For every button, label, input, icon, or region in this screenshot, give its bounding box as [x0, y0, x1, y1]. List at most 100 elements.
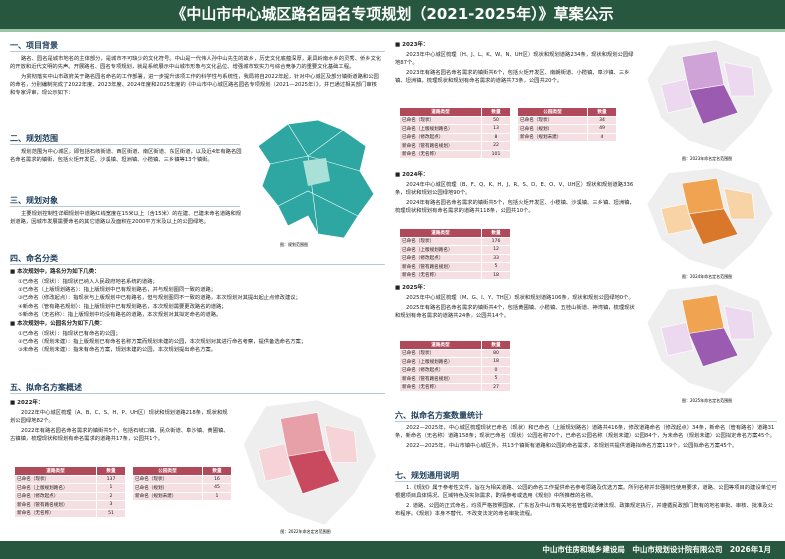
- year-block: ■ 2025年： 2025年中心城区梳理（M、G、I、Y、TH区）现状和规划道路1…: [395, 283, 635, 322]
- header-cell: 数量: [96, 466, 126, 476]
- table-cell: 4: [587, 132, 617, 142]
- table-row: 新命名（管有路名规划） 5: [399, 262, 511, 272]
- table-cell: 已命名（现状）: [399, 236, 482, 246]
- table-cell: 2: [96, 491, 126, 501]
- header-cell: 道路类型: [14, 466, 97, 476]
- table-cell: 新命名（无名称）: [14, 508, 97, 518]
- table-cell: 27: [481, 382, 511, 392]
- section-heading: 三、规划对象: [10, 195, 240, 207]
- header-cell: 公园类型: [132, 466, 203, 476]
- list-item: ①已命名（现状）：指现状已有命名的公园；: [18, 331, 121, 338]
- table-row: 新命名（管有路名规划） 3: [14, 500, 126, 510]
- list-item: ⑤新命名（无名称）：指上版规划中均没有路名的道路，本次规划对其拟定命名的道路。: [18, 311, 222, 318]
- list-item: ④新命名（管有路名规划）：指上版规划中已有规划路名，本次规划需要更改路名的道路；: [18, 303, 227, 310]
- year-map: 图：2025年命名定名范围图: [646, 284, 774, 403]
- table-row: 已命名（现状） 50: [399, 115, 511, 125]
- footer-text: 中山市住房和城乡建设局 中山市规划设计院有限公司 2026年1月: [542, 545, 771, 554]
- map-area: [688, 327, 739, 367]
- map-area: [280, 412, 326, 457]
- scope-map: 图：规划范围图: [257, 119, 375, 247]
- year-block: ■ 2022年： 2022年中心城区梳理（A、B、C、S、H、P、UH区）现状和规…: [10, 398, 232, 445]
- table-row: 已命名（现状） 176: [399, 236, 511, 246]
- table-row: 已命名（修改起点） 8: [399, 132, 511, 142]
- header-cell: 道路类型: [399, 340, 482, 350]
- year-map: 图：2024年命名定名范围图: [646, 168, 774, 279]
- list-heading: ■ 本次规划中，路名分为如下几类：: [10, 269, 100, 275]
- year-map: 图：2022年命名定名范围图: [243, 400, 377, 534]
- header-cell: 公园类型: [517, 107, 588, 117]
- list-item: ②已命名（规划未建）：指上版规划已有命名名称方案而规划未建的公园，本次规划对其进…: [18, 339, 307, 346]
- map-caption: 图：2023年命名定名范围图: [682, 155, 732, 161]
- year-map: 图：2023年命名定名范围图: [646, 40, 774, 161]
- table-row: 已命名（修改起点） 33: [399, 253, 511, 263]
- table-cell: 1: [96, 483, 126, 493]
- year-block: ■ 2023年： 2023年中心城区梳理（H、J、L、K、W、N、UH区）现状和规…: [395, 40, 635, 87]
- header-cell: 数量: [202, 466, 232, 476]
- stat-table: 道路类型 数量 已命名（现状） 80 已命名（上版规划路名） 18 已命名（修改起点） 0 新命…: [399, 340, 511, 392]
- table-cell: 137: [96, 474, 126, 484]
- section-heading: 一、项目背景: [10, 40, 385, 52]
- stat-table: 道路类型 数量 已命名（现状） 176 已命名（上版规划路名） 12 已命名（修改起点） 33…: [399, 228, 511, 280]
- paragraph: 路名、园名是城市地名的主体部分，是城市不可缺少的文化符号。中山是一代伟人孙中山先…: [10, 56, 382, 70]
- map-area: [660, 322, 694, 356]
- map-area: [681, 50, 725, 91]
- table-header: 道路类型 数量: [399, 340, 511, 350]
- table-row: 新命名（管有路名规划） 22: [399, 141, 511, 151]
- background-text: 路名、园名是城市地名的主体部分，是城市不可缺少的文化符号。中山是一代伟人孙中山先…: [10, 55, 382, 99]
- map-area: [688, 208, 739, 245]
- table-cell: 8: [481, 132, 511, 142]
- objects-text: 主要规划控制性详细规划中道路红线宽度在15米以上（含15米）的在建、已建未命名道…: [10, 211, 242, 225]
- header-cell: 数量: [481, 228, 511, 238]
- table-cell: 49: [587, 124, 617, 134]
- header-cell: 数量: [587, 107, 617, 117]
- table-row: 新命名（无名称） 51: [14, 508, 126, 518]
- table-header: 道路类型 数量: [399, 107, 511, 117]
- table-cell: 3: [96, 500, 126, 510]
- table-cell: 已命名（修改起点）: [399, 132, 482, 142]
- map-area: [723, 188, 756, 220]
- paragraph: 为贯彻落实中山市政府关于路名园名命名的工作部署，进一步提升该项工作的科学性与系统…: [10, 74, 379, 96]
- table-row: 已命名（现状） 34: [517, 115, 617, 125]
- table-cell: 1: [202, 491, 232, 501]
- header-cell: 数量: [481, 107, 511, 117]
- list-item: ②已命名（上版规划路名）：指上版规划中已有规划路名，并与规划图同一致的道路；: [18, 287, 217, 294]
- table-row: 已命名（上版规划路名） 18: [399, 357, 511, 367]
- header-rule: [0, 29, 785, 32]
- table-cell: 18: [481, 357, 511, 367]
- table-cell: 新命名（无名称）: [399, 149, 482, 159]
- table-cell: 5: [481, 374, 511, 384]
- table-row: 新命名（规划未建） 1: [132, 491, 232, 501]
- table-row: 已命名（规划） 45: [132, 483, 232, 493]
- table-cell: 已命名（现状）: [399, 348, 482, 358]
- footer-bar: [0, 541, 785, 559]
- paragraph: 2024年中心城区梳理（B、F、Q、K、H、J、R、S、D、E、O、V、UH区）…: [395, 182, 634, 196]
- table-row: 已命名（上版规划路名） 13: [399, 124, 511, 134]
- header-cell: 数量: [481, 340, 511, 350]
- paragraph: 2022年有路名园名命名需求的镇街共5个，包括石岐口镇、民众街道、阜沙镇、黄圃镇…: [10, 428, 229, 442]
- year-label: ■ 2024年：: [395, 172, 429, 178]
- map-area: [257, 443, 293, 482]
- page-title: 《中山市中心城区路名园名专项规划（2021-2025年）》草案公示: [171, 5, 614, 23]
- header-bar: [0, 0, 785, 29]
- header-cell: 道路类型: [399, 107, 482, 117]
- paragraph: 2024年有路名园名命名需求的镇街共5个，包括火炬开发区、小榄镇、沙溪镇、三乡镇…: [395, 200, 635, 214]
- table-cell: 新命名（管有路名规划）: [399, 262, 482, 272]
- table-cell: 22: [481, 141, 511, 151]
- list-item: ③已命名（修改起点）：指现状与上版规划中已有路名，但与规划图同不一致的道路，本次…: [18, 295, 301, 302]
- table-cell: 101: [481, 149, 511, 159]
- table-cell: 已命名（规划）: [132, 483, 203, 493]
- table-cell: 18: [481, 270, 511, 280]
- paragraph: 2025年中心城区梳理（M、G、I、Y、TH区）现状和规划道路106条，现状和规…: [406, 295, 634, 301]
- table-row: 已命名（修改起点） 2: [14, 491, 126, 501]
- table-cell: 已命名（现状）: [517, 115, 588, 125]
- table-cell: 已命名（现状）: [399, 115, 482, 125]
- table-cell: 已命名（上版规划路名）: [399, 124, 482, 134]
- map-area: [723, 62, 756, 97]
- map-area: [324, 424, 358, 463]
- table-row: 新命名（管有路名规划） 5: [399, 374, 511, 384]
- map-caption: 图：2025年命名定名范围图: [682, 397, 732, 403]
- table-cell: 12: [481, 245, 511, 255]
- list-item: ①已命名（现状）：指现状已纳入人民政府地名系统的道路；: [18, 279, 158, 285]
- paragraph: 2022—2025年，中心城区梳理现状已命名（现状）和已命名（上版规划路名）道路…: [395, 425, 775, 439]
- table-row: 已命名（修改起点） 0: [399, 365, 511, 375]
